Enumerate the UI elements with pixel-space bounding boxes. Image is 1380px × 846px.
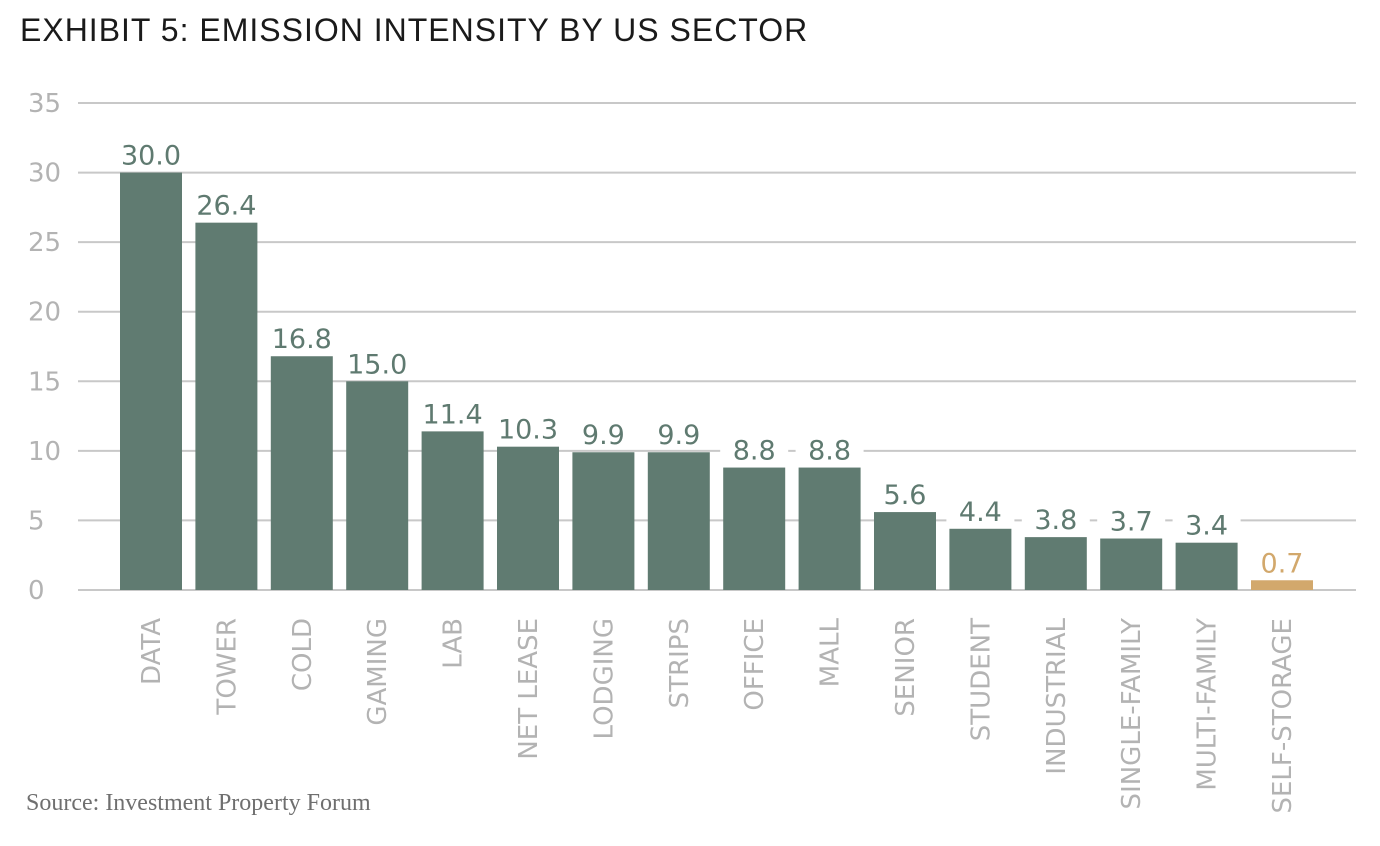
value-label: 3.7 xyxy=(1110,507,1153,538)
value-label-backing xyxy=(1248,546,1316,577)
bar-strips xyxy=(647,452,710,590)
value-label: 8.8 xyxy=(808,436,851,467)
category-label: COLD xyxy=(288,618,318,691)
category-label: STUDENT xyxy=(966,618,996,741)
value-label: 8.8 xyxy=(733,436,776,467)
y-tick-label: 0 xyxy=(28,576,45,606)
value-label: 9.9 xyxy=(582,420,625,451)
bar-lab xyxy=(421,431,484,590)
value-label-backing xyxy=(343,347,412,378)
value-label: 0.7 xyxy=(1261,548,1304,579)
category-label: DATA xyxy=(137,618,167,685)
value-label: 3.8 xyxy=(1034,505,1077,536)
category-label: MULTI-FAMILY xyxy=(1193,618,1223,791)
value-label-backing xyxy=(1097,504,1166,535)
value-label-backing xyxy=(267,322,336,353)
category-label: NET LEASE xyxy=(514,618,544,760)
bar-student xyxy=(949,528,1012,590)
category-label: SINGLE-FAMILY xyxy=(1117,618,1147,810)
bar-cold xyxy=(270,356,333,590)
category-label: LAB xyxy=(439,618,469,669)
value-label: 16.8 xyxy=(272,324,332,355)
value-label-backing xyxy=(644,418,713,449)
bar-industrial xyxy=(1024,537,1087,590)
category-labels: DATA TOWER COLD GAMING LAB NET LEASE LODGING ST… xyxy=(137,617,1298,813)
value-label: 11.4 xyxy=(423,399,483,430)
y-axis-ticks: 0 5 10 15 20 25 30 35 xyxy=(28,89,61,606)
bar-lodging xyxy=(572,452,635,590)
bar-mall xyxy=(798,467,861,590)
y-tick-label: 30 xyxy=(28,159,61,189)
bar-multi-family xyxy=(1175,542,1238,590)
chart-title: EXHIBIT 5: EMISSION INTENSITY BY US SECT… xyxy=(20,12,809,48)
value-label-backing xyxy=(946,494,1015,525)
bar-data xyxy=(120,172,182,591)
category-label: SENIOR xyxy=(891,618,921,717)
bar-tower xyxy=(195,222,258,591)
value-label-backing xyxy=(1021,503,1090,534)
bar-office xyxy=(723,467,786,590)
value-label-backing xyxy=(871,478,939,509)
category-label: LODGING xyxy=(589,618,619,739)
value-label: 3.4 xyxy=(1185,511,1228,542)
bar-senior xyxy=(874,512,936,590)
bar-net-lease xyxy=(497,446,559,590)
value-label-backing xyxy=(418,397,487,428)
bar-self-storage xyxy=(1251,580,1313,590)
value-label: 5.6 xyxy=(884,480,927,511)
category-label: OFFICE xyxy=(740,618,770,711)
source-note: Source: Investment Property Forum xyxy=(26,790,371,816)
y-tick-label: 25 xyxy=(28,228,61,258)
value-label-backing xyxy=(494,412,562,443)
value-label: 30.0 xyxy=(121,141,181,172)
value-label: 15.0 xyxy=(347,349,407,380)
value-label-backing xyxy=(192,188,261,219)
y-tick-label: 5 xyxy=(28,506,45,536)
bars xyxy=(120,172,1313,591)
value-label-backing xyxy=(1172,508,1241,539)
category-label: GAMING xyxy=(363,618,393,726)
value-label: 9.9 xyxy=(657,420,700,451)
bar-single-family xyxy=(1100,538,1163,590)
category-label: STRIPS xyxy=(665,618,695,708)
value-labels: 30.0 26.4 16.8 15.0 11.4 10.3 9.9 9.9 8.8 8.8 5.6 4… xyxy=(117,138,1316,579)
value-label: 26.4 xyxy=(196,191,256,222)
value-label-backing xyxy=(720,433,789,464)
y-tick-label: 20 xyxy=(28,298,61,328)
category-label: MALL xyxy=(816,617,846,687)
category-label: INDUSTRIAL xyxy=(1042,617,1072,774)
y-tick-label: 15 xyxy=(28,367,61,397)
value-label-backing xyxy=(795,433,864,464)
value-label: 4.4 xyxy=(959,497,1002,528)
value-label-backing xyxy=(117,138,185,169)
category-label: TOWER xyxy=(212,618,242,716)
value-label-backing xyxy=(569,418,638,449)
category-label: SELF-STORAGE xyxy=(1268,618,1298,814)
y-tick-label: 10 xyxy=(28,437,61,467)
y-tick-label: 35 xyxy=(28,89,61,119)
bar-gaming xyxy=(346,381,409,590)
value-label: 10.3 xyxy=(498,415,558,446)
